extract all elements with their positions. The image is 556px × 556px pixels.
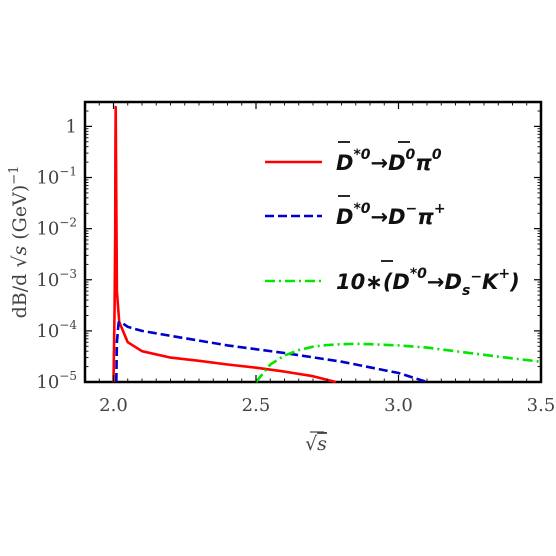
y-tick-label-2: 10−1 (36, 165, 77, 189)
y-tick-label-6: 10−5 (36, 369, 77, 393)
legend-label-2: D*0→D−π+ (336, 201, 446, 229)
x-tick-label-2: 2.5 (242, 395, 271, 416)
x-tick-label-3: 3.0 (384, 395, 413, 416)
series-layer (112, 105, 542, 384)
y-axis-title: dB/d √s (GeV)−1 (7, 166, 31, 319)
legend-label-3: 10∗(D*0→Ds−K+) (336, 266, 520, 299)
x-axis-ticks: 2.0 2.5 3.0 3.5 (98, 102, 556, 416)
series-line-3 (254, 342, 542, 383)
y-tick-label-3: 10−2 (36, 216, 77, 240)
x-tick-label-4: 3.5 (527, 395, 556, 416)
legend-item-2: D*0→D−π+ (265, 195, 446, 229)
y-axis-ticks: 1 10−1 10−2 10−3 10−4 10−5 (36, 101, 541, 393)
x-axis-title-text: √s (305, 433, 327, 455)
series-line-1 (112, 105, 337, 384)
plot-area-border (83, 100, 543, 384)
y-tick-label-1: 1 (66, 116, 77, 137)
y-axis-title-text: dB/d √s (GeV)−1 (7, 166, 31, 319)
y-tick-label-5: 10−4 (36, 318, 77, 342)
series-line-2 (115, 320, 428, 384)
legend-item-3: 10∗(D*0→Ds−K+) (265, 260, 520, 299)
y-tick-label-4: 10−3 (36, 267, 77, 291)
legend-item-1: D*0→D0π0 (265, 141, 442, 175)
legend-label-1: D*0→D0π0 (336, 147, 442, 175)
x-tick-label-1: 2.0 (99, 395, 128, 416)
legend: D*0→D0π0 D*0→D−π+ 10∗(D*0→Ds−K+) (265, 141, 520, 299)
x-axis-title: √s (305, 431, 327, 455)
